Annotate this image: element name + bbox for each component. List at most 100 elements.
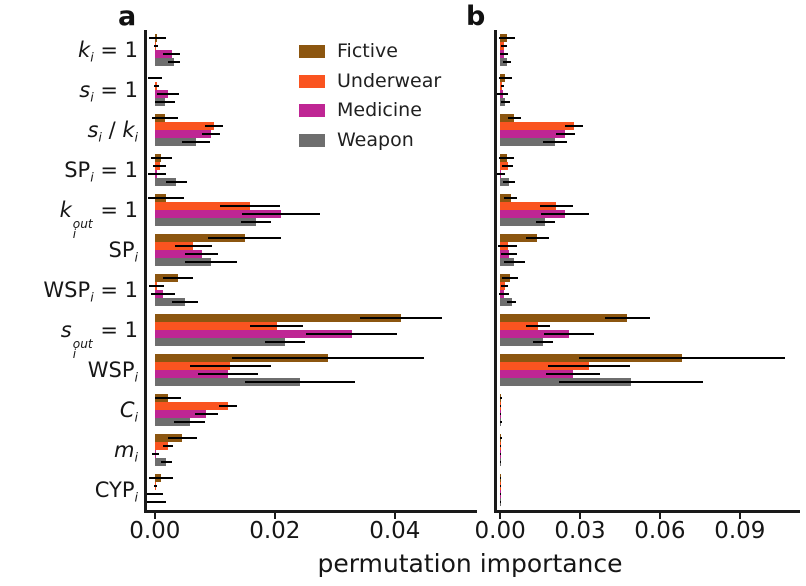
error-bar	[154, 85, 159, 87]
error-bar	[500, 437, 502, 439]
bar-medicine	[154, 410, 207, 418]
category-label: mi	[0, 436, 138, 464]
error-bar	[507, 301, 516, 303]
error-bar	[499, 37, 516, 39]
bar-weapon	[154, 258, 212, 266]
x-axis-title: permutation importance	[317, 549, 623, 578]
legend-label: Medicine	[337, 99, 422, 122]
error-bar	[501, 101, 510, 103]
error-bar	[499, 493, 501, 495]
legend-swatch-fictive	[299, 45, 325, 59]
error-bar	[219, 405, 237, 407]
error-bar	[165, 181, 188, 183]
error-bar	[250, 325, 303, 327]
error-bar	[265, 341, 305, 343]
x-tick-label: 0.04	[369, 518, 421, 544]
bar-medicine	[154, 330, 352, 338]
x-tick-label: 0.00	[474, 518, 526, 544]
error-bar	[525, 237, 549, 239]
error-bar	[500, 421, 503, 423]
error-bar	[154, 397, 182, 399]
category-label: si / ki	[0, 116, 138, 144]
error-bar	[241, 221, 272, 223]
error-bar	[499, 453, 501, 455]
error-bar	[154, 101, 176, 103]
subscript: i	[134, 249, 139, 265]
error-bar	[536, 221, 555, 223]
error-bar	[501, 277, 518, 279]
label-text: C	[119, 398, 135, 422]
superscript: out	[72, 336, 93, 351]
x-tick	[658, 512, 662, 519]
error-bar	[174, 421, 206, 423]
error-bar	[503, 261, 525, 263]
error-bar	[501, 165, 514, 167]
x-tick	[153, 512, 157, 519]
error-bar	[502, 181, 516, 183]
error-bar	[195, 413, 218, 415]
bar-underwear	[154, 322, 277, 330]
category-label: SPi = 1	[0, 156, 138, 184]
subscript: i	[90, 169, 94, 185]
error-bar	[500, 413, 502, 415]
subscript: i	[134, 409, 139, 425]
error-bar	[502, 61, 511, 63]
error-bar	[499, 485, 501, 487]
error-bar	[156, 93, 180, 95]
bar-weapon	[154, 458, 167, 466]
label-text: CYP	[94, 478, 135, 502]
error-bar	[564, 125, 584, 127]
bar-fictive	[500, 314, 628, 322]
x-tick	[498, 512, 502, 519]
label-text: SP	[108, 238, 135, 262]
error-bar	[499, 501, 502, 503]
error-bar	[500, 405, 502, 407]
error-bar	[501, 253, 517, 255]
legend: Fictive Underwear Medicine Weapon	[299, 37, 441, 155]
label-text: m	[114, 438, 135, 462]
x-tick	[273, 512, 277, 519]
error-bar	[242, 213, 321, 215]
legend-swatch-underwear	[299, 74, 325, 88]
superscript: out	[72, 216, 93, 231]
error-bar	[500, 445, 502, 447]
error-bar	[498, 77, 513, 79]
category-label: WSPi	[0, 356, 138, 384]
label-text: = 1	[93, 318, 138, 342]
bar-medicine	[154, 210, 282, 218]
error-bar	[360, 317, 442, 319]
sup-sub-script: out i	[72, 336, 93, 360]
error-bar	[204, 125, 223, 127]
error-bar	[500, 85, 504, 87]
subscript: i	[90, 289, 94, 305]
error-bar	[500, 397, 503, 399]
bar-weapon	[154, 218, 257, 226]
error-bar	[604, 317, 650, 319]
error-bar	[151, 157, 172, 159]
subscript: i	[134, 449, 139, 465]
y-axis-spine	[494, 30, 497, 513]
label-text: s	[79, 78, 91, 102]
category-label: Ci	[0, 396, 138, 424]
error-bar	[498, 157, 515, 159]
subscript: i	[134, 129, 139, 145]
error-bar	[184, 253, 219, 255]
bar-underwear	[500, 202, 557, 210]
bar-weapon	[500, 338, 543, 346]
error-bar	[579, 357, 785, 359]
error-bar	[153, 45, 159, 47]
error-bar	[151, 453, 159, 455]
label-text: = 1	[93, 278, 138, 302]
error-bar	[546, 373, 600, 375]
bar-medicine	[154, 250, 202, 258]
bar-medicine	[154, 370, 228, 378]
bar-fictive	[500, 114, 515, 122]
subscript: i	[90, 89, 94, 105]
label-text: s	[87, 118, 99, 142]
label-text: s	[60, 318, 72, 342]
bar-underwear	[154, 402, 228, 410]
error-bar	[147, 197, 184, 199]
bar-medicine	[500, 130, 566, 138]
legend-label: Weapon	[337, 128, 414, 151]
error-bar	[543, 333, 594, 335]
